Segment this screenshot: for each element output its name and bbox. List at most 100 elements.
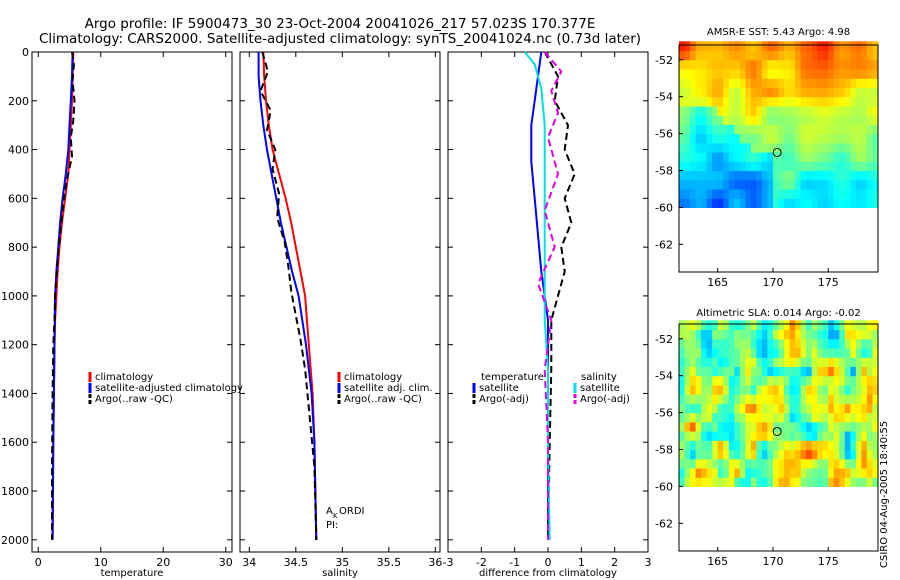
sla-map-cell [806,384,813,395]
sst-map-cell [866,115,873,125]
sla-map-cell [844,458,851,469]
sla-map-cell [756,431,763,441]
sla-map-cell [773,449,780,460]
sst-map-cell [695,198,702,208]
sst-map-cell [784,152,791,162]
sst-map-cell [706,69,713,79]
sla-map-cell [855,412,862,423]
sla-map-cell [811,357,818,367]
sla-map-cell [789,338,796,349]
sst-map-cell [806,87,813,98]
sla-map-cell [695,375,702,386]
sst-map-cell [817,115,824,125]
sst-map-cell [855,152,862,162]
sst-map-cell [839,161,846,172]
sst-map-cell [817,161,824,172]
sst-map-cell [789,170,796,181]
sst-map-cell [695,78,702,88]
sla-map-cell [734,431,741,441]
sla-map-cell [833,357,840,367]
sla-map-cell [855,384,862,395]
sla-map-cell [817,449,824,460]
sst-map-cell [695,152,702,162]
sla-map-cell [784,329,791,340]
sst-map-cell [690,87,697,98]
sla-map-cell [723,320,730,331]
sst-map-cell [828,96,835,107]
sst-map-cell [784,78,791,88]
salinity-profile-xtick-label: 35 [335,556,349,569]
sst-map-cell [773,105,780,116]
sst-map-cell [767,142,774,153]
sst-map-cell [684,105,691,116]
sst-map-cell [811,198,818,208]
sst-map-cell [712,170,719,181]
sla-map-ytick-label: -52 [655,333,673,346]
sla-map-cell [806,338,813,349]
sla-map-cell [811,477,818,487]
sla-map-cell [866,421,873,432]
sla-map-cell [833,431,840,441]
sla-map-cell [861,468,868,478]
sst-map-cell [822,78,829,88]
sal-legend-satellite-label: satellite adj. clim. [344,383,433,394]
sla-map-cell [745,421,752,432]
sla-map-cell [701,421,708,432]
sst-map-cell [745,170,752,181]
sst-map-cell [723,69,730,79]
sst-map-cell [784,87,791,98]
sla-map-cell [822,449,829,460]
sla-map-cell [773,366,780,377]
sst-map-cell [723,59,730,70]
sla-map-cell [690,348,697,358]
sla-map-cell [861,458,868,469]
sst-map-cell [811,87,818,98]
depth-tick-label: 400 [8,144,29,157]
sst-map-cell [844,161,851,172]
sla-map-cell [761,375,768,386]
sst-map-cell [756,50,763,61]
sla-map-cell [767,421,774,432]
sst-map-cell [861,105,868,116]
sst-map-cell [828,198,835,208]
sla-map-cell [795,449,802,460]
sla-map-cell [784,431,791,441]
sla-map-cell [795,329,802,340]
sst-map-cell [817,152,824,162]
sla-map-cell [750,384,757,395]
sla-map-cell [773,348,780,358]
sst-map-cell [800,124,807,135]
sst-map-cell [817,96,824,107]
sst-map-cell [806,59,813,70]
sla-map-cell [789,357,796,367]
sst-map-cell [690,69,697,79]
sla-map-cell [866,403,873,414]
sst-map-cell [767,152,774,162]
sst-map-cell [806,161,813,172]
sst-map-cell [679,124,686,135]
sla-map-cell [817,320,824,331]
sla-map-cell [728,458,735,469]
sst-map-cell [839,198,846,208]
sla-map-cell [756,477,763,487]
sla-map-cell [712,329,719,340]
sla-map-cell [866,431,873,441]
sla-map-cell [773,440,780,451]
sla-map-cell [778,431,785,441]
sst-map-cell [855,41,862,52]
sst-map-cell [712,133,719,144]
sst-map-cell [795,189,802,199]
sst-map-cell [795,59,802,70]
sst-map-cell [855,115,862,125]
sst-map-cell [795,161,802,172]
sst-map-cell [822,124,829,135]
sst-map-cell [701,198,708,208]
sst-map-cell [839,152,846,162]
sla-map-cell [756,412,763,423]
sla-map-cell [679,403,686,414]
sla-map-cell [778,449,785,460]
sst-map-cell [833,115,840,125]
sst-map-cell [806,105,813,116]
sst-map-ytick-label: -54 [655,91,673,104]
sst-map-cell [767,69,774,79]
